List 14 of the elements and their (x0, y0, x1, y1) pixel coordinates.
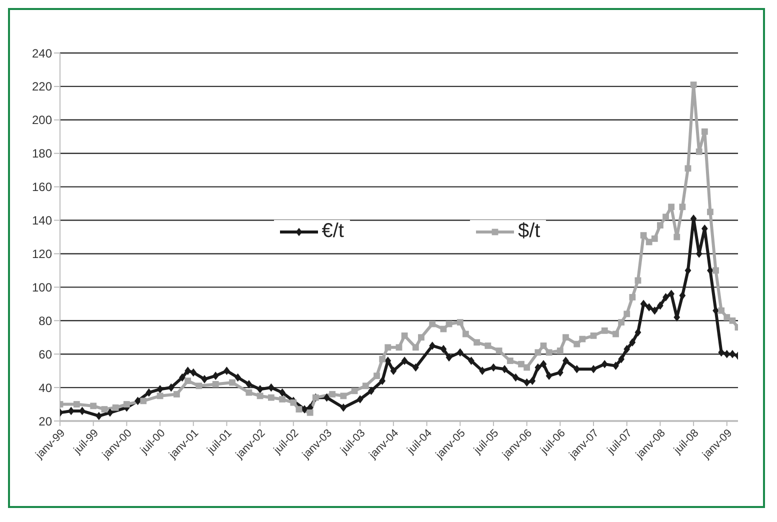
y-tick-label: 40 (38, 380, 52, 395)
y-tick-label: 120 (32, 246, 52, 261)
y-tick-label: 160 (32, 180, 52, 194)
y-tick-label: 20 (38, 414, 52, 428)
y-tick-label: 60 (38, 347, 52, 362)
y-tick-label: 200 (32, 113, 52, 128)
y-tick-label: 180 (32, 146, 52, 161)
y-tick-label: 240 (32, 46, 52, 60)
y-tick-label: 100 (32, 280, 52, 294)
y-tick-label: 80 (38, 314, 52, 328)
y-tick-label: 220 (32, 80, 52, 94)
legend-label: €/t (322, 220, 344, 243)
legend-label: $/t (518, 220, 540, 243)
y-tick-label: 140 (32, 214, 52, 228)
